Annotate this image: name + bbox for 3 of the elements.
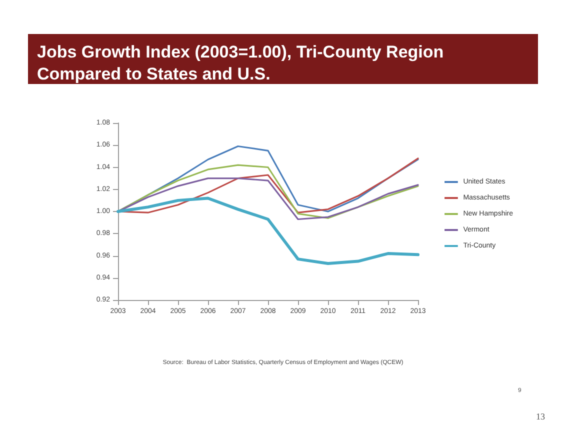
line-series — [116, 196, 420, 265]
text: 13 — [536, 412, 546, 422]
chart-title: Jobs Growth Index (2003=1.00), Tri-County Region Compared to States and U.S. — [37, 42, 444, 84]
